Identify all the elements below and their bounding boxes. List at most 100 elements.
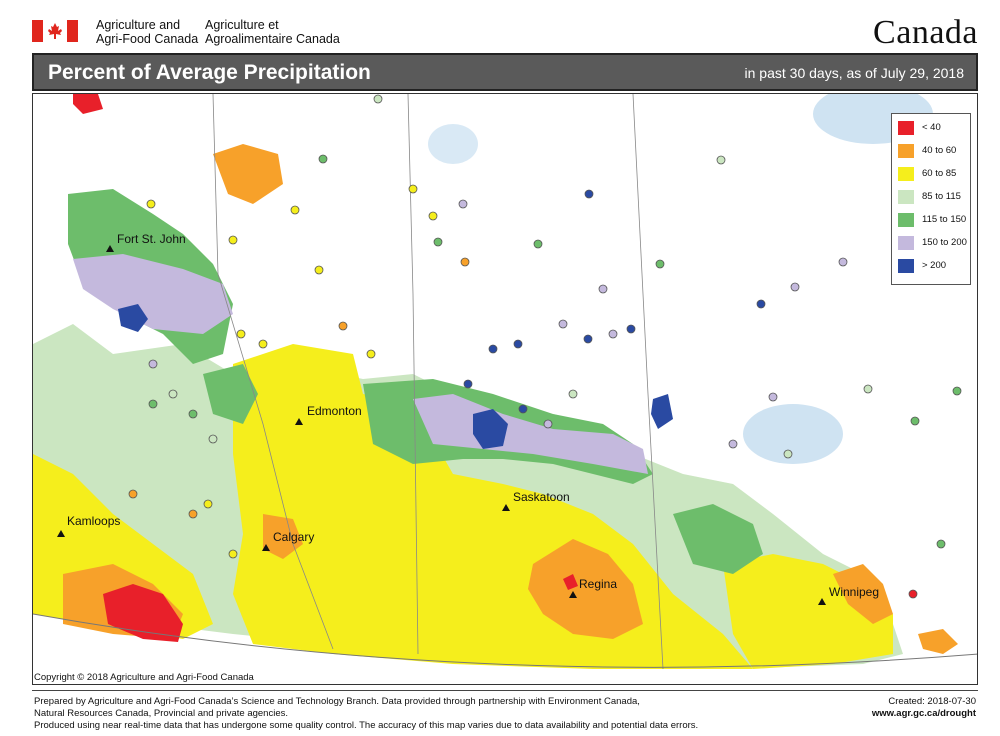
station-dot	[428, 211, 438, 221]
station-dot	[338, 321, 348, 331]
city-label-kamloops: Kamloops	[67, 514, 121, 528]
station-dot	[543, 419, 553, 429]
legend-label: 40 to 60	[922, 145, 957, 156]
city-marker-winnipeg	[818, 598, 826, 605]
region-orange-calgary	[263, 514, 303, 559]
source-url-link[interactable]: www.agr.gc.ca/drought	[871, 708, 976, 719]
region-green-bc	[203, 364, 258, 424]
region-red-north	[73, 94, 103, 114]
station-dot	[608, 329, 618, 339]
footer-meta: Created: 2018-07-30 www.agr.gc.ca/drough…	[872, 696, 976, 720]
lake-winnipeg	[743, 404, 843, 464]
region-red-sw	[103, 584, 183, 642]
station-dot	[228, 235, 238, 245]
station-dot	[936, 539, 946, 549]
province-border-bc-ab	[212, 94, 334, 650]
station-dot	[598, 284, 608, 294]
city-marker-edmonton	[295, 418, 303, 425]
region-blue-fsj	[118, 304, 148, 332]
footer-notes: Prepared by Agriculture and Agri-Food Ca…	[34, 696, 754, 732]
station-dot	[568, 389, 578, 399]
station-dot	[433, 237, 443, 247]
station-dot	[228, 549, 238, 559]
org-fr-line1: Agriculture et	[205, 18, 279, 32]
us-border	[33, 613, 977, 668]
station-dot	[314, 265, 324, 275]
station-dot	[128, 489, 138, 499]
city-label-fort-st-john: Fort St. John	[117, 232, 186, 246]
legend-swatch	[898, 121, 914, 135]
header: Agriculture and Agri-Food Canada Agricul…	[0, 0, 1000, 51]
region-purple-fsj	[73, 254, 233, 334]
station-dot	[838, 257, 848, 267]
org-name-english: Agriculture and Agri-Food Canada	[96, 18, 198, 46]
station-dot	[188, 409, 198, 419]
station-dot	[583, 334, 593, 344]
station-dot	[533, 239, 543, 249]
station-dot	[756, 299, 766, 309]
org-fr-line2: Agroalimentaire Canada	[205, 32, 340, 46]
footer-line1: Prepared by Agriculture and Agri-Food Ca…	[34, 696, 640, 707]
footer-line3: Produced using near real-time data that …	[34, 720, 699, 731]
legend-label: 85 to 115	[922, 191, 961, 202]
created-date: Created: 2018-07-30	[888, 696, 976, 707]
station-dot	[513, 339, 523, 349]
station-dot	[728, 439, 738, 449]
station-dot	[863, 384, 873, 394]
region-orange-east	[918, 629, 958, 654]
station-dot	[458, 199, 468, 209]
region-orange-regina	[528, 539, 643, 639]
org-en-line2: Agri-Food Canada	[96, 32, 199, 46]
station-dot	[373, 94, 383, 104]
station-dot	[626, 324, 636, 334]
station-dot	[148, 399, 158, 409]
legend-swatch	[898, 144, 914, 158]
station-dot	[460, 257, 470, 267]
station-dot	[203, 499, 213, 509]
station-dot	[558, 319, 568, 329]
station-dot	[790, 282, 800, 292]
region-purple-central	[413, 394, 648, 474]
station-dot	[408, 184, 418, 194]
map-title: Percent of Average Precipitation	[48, 61, 371, 84]
canada-wordmark: Canada	[873, 14, 978, 51]
station-dot	[584, 189, 594, 199]
station-dot	[318, 154, 328, 164]
copyright: Copyright © 2018 Agriculture and Agri-Fo…	[34, 672, 254, 683]
city-marker-calgary	[262, 544, 270, 551]
map-subtitle: in past 30 days, as of July 29, 2018	[744, 65, 964, 81]
legend-swatch	[898, 259, 914, 273]
map-legend: < 40 40 to 60 60 to 85 85 to 115 115 to …	[891, 113, 971, 285]
station-dot	[168, 389, 178, 399]
footer-line2: Natural Resources Canada, Provincial and…	[34, 708, 288, 719]
lake-central-north	[428, 124, 478, 164]
legend-swatch	[898, 190, 914, 204]
legend-label: 150 to 200	[922, 237, 967, 248]
legend-swatch	[898, 167, 914, 181]
city-label-winnipeg: Winnipeg	[829, 585, 880, 599]
station-dot	[463, 379, 473, 389]
canada-flag-icon	[32, 20, 78, 42]
region-red-regina	[563, 574, 578, 590]
legend-label: < 40	[922, 122, 941, 133]
city-label-calgary: Calgary	[273, 530, 315, 544]
station-dot	[655, 259, 665, 269]
region-blue-central	[473, 409, 508, 449]
region-green-south	[673, 504, 763, 574]
legend-swatch	[898, 236, 914, 250]
title-bar: Percent of Average Precipitation in past…	[32, 53, 978, 91]
legend-label: > 200	[922, 260, 947, 271]
city-label-saskatoon: Saskatoon	[513, 490, 570, 504]
legend-label: 115 to 150	[922, 214, 967, 225]
station-dot	[290, 205, 300, 215]
org-name-french: Agriculture et Agroalimentaire Canada	[205, 18, 340, 46]
station-dot	[148, 359, 158, 369]
station-dot	[908, 589, 918, 599]
station-dot	[366, 349, 376, 359]
city-marker-kamloops	[57, 530, 65, 537]
org-en-line1: Agriculture and	[96, 18, 181, 32]
region-orange-north	[213, 144, 283, 204]
precipitation-map[interactable]: < 40 40 to 60 60 to 85 85 to 115 115 to …	[32, 93, 978, 685]
station-dot	[952, 386, 962, 396]
station-dot	[910, 416, 920, 426]
